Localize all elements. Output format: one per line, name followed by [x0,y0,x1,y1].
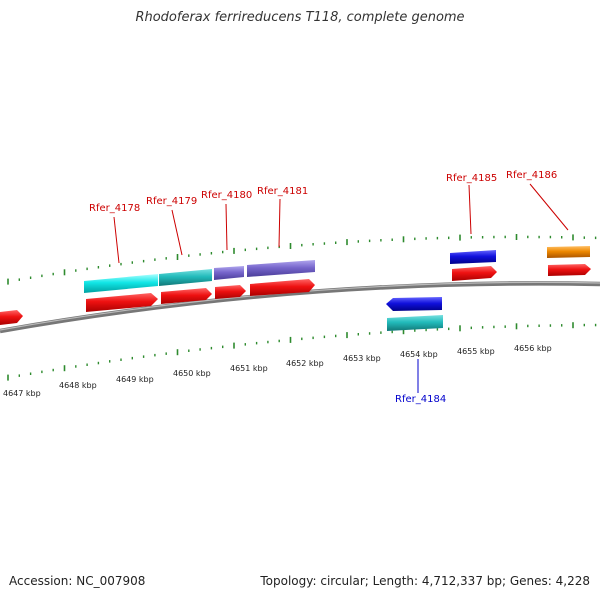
map-title: Rhodoferax ferrireducens T118, complete … [135,10,465,25]
cds-arrow[interactable] [86,293,158,312]
scale-label: 4655 kbp [457,347,495,356]
gene-feature-blue[interactable] [450,250,496,264]
genome-backbone [0,281,600,334]
cds-arrow[interactable] [161,288,212,304]
cds-arrow-reverse[interactable] [386,297,442,311]
scale-label: 4647 kbp [3,389,41,398]
gene-label-rfer-4185[interactable]: Rfer_4185 [446,173,497,184]
gene-label-rfer-4179[interactable]: Rfer_4179 [146,196,197,207]
genome-summary-text: Topology: circular; Length: 4,712,337 bp… [260,574,590,588]
cds-arrow[interactable] [215,285,246,299]
upper-tick-row [7,234,597,285]
scale-label: 4656 kbp [514,344,552,353]
gene-feature-cyan[interactable] [84,274,158,293]
cds-arrow[interactable] [548,264,591,276]
scale-label: 4649 kbp [116,375,154,384]
accession-text: Accession: NC_007908 [9,574,146,588]
scale-label: 4651 kbp [230,364,268,373]
scale-label: 4654 kbp [400,350,438,359]
gene-feature-orange[interactable] [547,246,590,258]
gene-label-rfer-4178[interactable]: Rfer_4178 [89,203,140,214]
gene-label-rfer-4186[interactable]: Rfer_4186 [506,170,557,181]
gene-label-rfer-4184[interactable]: Rfer_4184 [395,394,446,405]
gene-feature-purple[interactable] [214,266,244,280]
gene-feature-purple[interactable] [247,260,315,277]
cds-arrow[interactable] [452,266,497,281]
cds-arrow[interactable] [0,310,23,325]
scale-label: 4648 kbp [59,381,97,390]
scale-labels: 4647 kbp 4648 kbp 4649 kbp 4650 kbp 4651… [3,344,552,398]
gene-label-rfer-4180[interactable]: Rfer_4180 [201,190,252,201]
gene-feature-teal[interactable] [387,315,443,331]
gene-label-rfer-4181[interactable]: Rfer_4181 [257,186,308,197]
scale-label: 4652 kbp [286,359,324,368]
scale-label: 4650 kbp [173,369,211,378]
label-leaders [113,183,569,264]
scale-label: 4653 kbp [343,354,381,363]
gene-feature-teal[interactable] [159,269,212,286]
lower-tick-row [7,322,597,381]
cds-arrow[interactable] [250,279,315,296]
